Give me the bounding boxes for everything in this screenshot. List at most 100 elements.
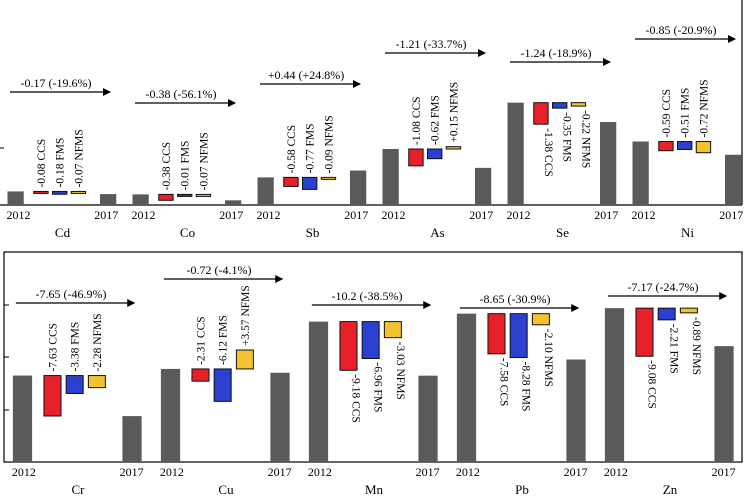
bar-ccs <box>339 321 358 371</box>
panel-as: -1.08 CCS -0.62 FMS +0.15 NFMS -1.21 (-33.7… <box>382 37 494 240</box>
label-ccs: -0.59 CCS <box>661 89 673 138</box>
bar-2012 <box>456 313 477 462</box>
bar-2017 <box>350 170 367 205</box>
bar-2017 <box>725 154 742 205</box>
label-ccs: -0.38 CCS <box>161 142 173 191</box>
label-nfms: -0.09 NFMS <box>323 115 335 173</box>
label-fms: -0.51 FMS <box>680 88 692 138</box>
year-end-label: 2017 <box>120 465 144 479</box>
label-nfms: -2.28 NFMS <box>92 313 104 371</box>
bar-2012 <box>308 321 329 462</box>
panel-cr: -7.63 CCS -3.38 FMS -2.28 NFMS -7.65 (-46.9… <box>12 287 144 497</box>
change-label: -10.2 (-38.5%) <box>332 289 403 303</box>
label-nfms: -3.03 NFMS <box>394 342 406 400</box>
bar-2012 <box>7 191 24 205</box>
bar-ccs <box>487 313 506 355</box>
year-start-label: 2012 <box>382 208 406 222</box>
year-start-label: 2012 <box>7 208 31 222</box>
bar-nfms <box>679 307 698 314</box>
year-start-label: 2012 <box>604 465 628 479</box>
label-fms: -0.62 FMS <box>430 95 442 145</box>
label-nfms: -2.10 NFMS <box>542 329 554 387</box>
panel-frames <box>0 0 743 463</box>
year-end-label: 2017 <box>94 208 118 222</box>
bar-ccs <box>658 141 674 152</box>
bar-ccs <box>33 190 49 194</box>
year-start-label: 2012 <box>456 465 480 479</box>
bar-2012 <box>132 194 149 205</box>
bar-2017 <box>475 167 492 205</box>
label-ccs: -2.31 CCS <box>195 316 207 365</box>
panel-title: As <box>430 225 444 240</box>
label-fms: -2.21 FMS <box>668 324 680 374</box>
panel-co: -0.38 CCS -0.01 FMS -0.07 NFMS -0.38 (-56.1… <box>132 87 244 240</box>
label-fms: -0.35 FMS <box>561 112 573 162</box>
year-end-label: 2017 <box>564 465 588 479</box>
panel-title: Mn <box>365 482 384 497</box>
label-nfms: -0.07 NFMS <box>198 132 210 190</box>
panel-ni: -0.59 CCS -0.51 FMS -0.72 NFMS -0.85 (-20.9… <box>632 23 744 240</box>
label-ccs: -9.08 CCS <box>645 360 657 409</box>
label-fms: -3.38 FMS <box>70 322 82 372</box>
bar-2012 <box>12 375 33 462</box>
label-nfms: -0.89 NFMS <box>690 317 702 375</box>
bar-2012 <box>160 368 181 462</box>
year-end-label: 2017 <box>594 208 618 222</box>
bar-2017 <box>418 375 438 462</box>
bar-ccs <box>191 368 210 382</box>
bar-fms <box>302 176 318 190</box>
panel-title: Se <box>556 225 569 240</box>
bar-nfms <box>695 141 712 154</box>
label-nfms: +3.57 NFMS <box>240 285 252 346</box>
year-end-label: 2017 <box>416 465 440 479</box>
panel-title: Cr <box>72 482 86 497</box>
panel-title: Pb <box>515 482 529 497</box>
label-nfms: +0.15 NFMS <box>448 82 460 143</box>
label-fms: -0.01 FMS <box>180 141 192 191</box>
label-ccs: -7.58 CCS <box>497 358 509 407</box>
bar-2017 <box>225 200 242 205</box>
panel-cd: -0.08 CCS -0.18 FMS -0.07 NFMS -0.17 (-19.6… <box>7 76 119 240</box>
change-label: -0.85 (-20.9%) <box>646 23 717 37</box>
panel-pb: -7.58 CCS -8.28 FMS -2.10 NFMS -8.65 (-30.9… <box>456 292 588 497</box>
label-ccs: -9.18 CCS <box>349 374 361 423</box>
change-label: -0.72 (-4.1%) <box>187 263 252 277</box>
panel-sb: -0.58 CCS -0.77 FMS -0.09 NFMS +0.44 (+24.8… <box>257 68 369 240</box>
label-ccs: -0.08 CCS <box>36 139 48 188</box>
panel-title: Cd <box>55 225 71 240</box>
panel-title: Co <box>180 225 195 240</box>
label-fms: -0.77 FMS <box>305 124 317 174</box>
change-label: -0.17 (-19.6%) <box>21 76 92 90</box>
bar-fms <box>52 190 68 195</box>
change-label: +0.44 (+24.8%) <box>268 68 345 82</box>
bar-2012 <box>382 148 399 205</box>
panel-se: -1.38 CCS -0.35 FMS -0.22 NFMS -1.24 (-18.9… <box>507 46 619 240</box>
label-fms: -0.18 FMS <box>55 138 67 188</box>
year-start-label: 2012 <box>160 465 184 479</box>
bar-ccs <box>43 375 62 417</box>
panel-title: Ni <box>681 225 694 240</box>
bar-fms <box>213 368 232 402</box>
bar-fms <box>427 148 443 160</box>
bar-2017 <box>600 122 617 205</box>
bar-fms <box>509 313 528 359</box>
label-nfms: -0.22 NFMS <box>579 110 591 168</box>
year-start-label: 2012 <box>632 208 656 222</box>
panel-title: Cu <box>218 482 234 497</box>
bar-ccs <box>533 102 549 125</box>
bar-nfms <box>87 375 106 389</box>
change-label: -1.24 (-18.9%) <box>521 46 592 60</box>
change-label: -8.65 (-30.9%) <box>480 292 551 306</box>
year-start-label: 2012 <box>257 208 281 222</box>
bar-ccs <box>283 176 299 187</box>
bar-nfms <box>570 102 587 107</box>
bar-nfms <box>445 146 462 150</box>
bar-nfms <box>235 349 254 370</box>
bar-fms <box>65 375 84 394</box>
year-end-label: 2017 <box>268 465 292 479</box>
bar-2017 <box>270 372 290 462</box>
bar-fms <box>657 307 676 321</box>
panel-title: Zn <box>663 482 678 497</box>
label-ccs: -1.08 CCS <box>411 96 423 145</box>
